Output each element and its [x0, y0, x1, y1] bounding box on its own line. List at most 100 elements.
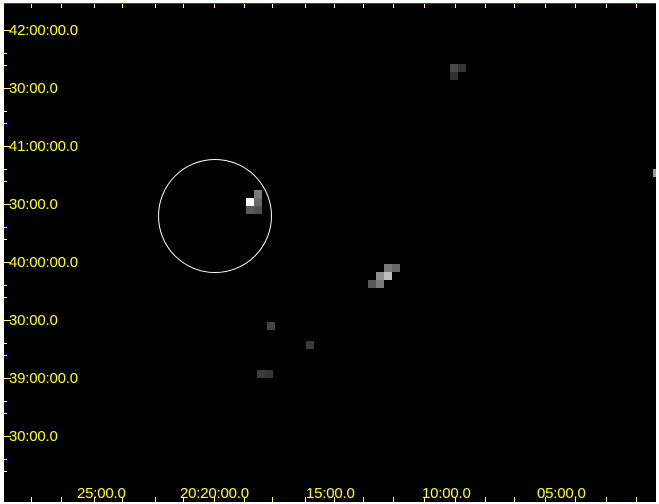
bottom-axis-tick [636, 497, 637, 502]
bottom-axis-tick [305, 497, 306, 502]
left-axis-minor-tick [4, 459, 7, 460]
top-axis-tick [31, 4, 32, 8]
left-axis-major-tick [4, 204, 11, 205]
right-ascension-label: 25:00.0 [77, 485, 126, 502]
source-pixel [376, 280, 384, 288]
top-axis-tick [214, 4, 215, 8]
top-axis-tick [305, 4, 306, 8]
declination-label: 41:00:00.0 [9, 138, 78, 155]
bottom-axis-tick [272, 497, 273, 502]
left-axis-minor-tick [4, 471, 7, 472]
top-axis-tick [485, 4, 486, 8]
top-axis-tick [393, 4, 394, 8]
left-axis-minor-tick [4, 343, 7, 344]
declination-label: 30:00.0 [9, 312, 58, 329]
top-axis-tick [575, 4, 576, 8]
left-axis-major-tick [4, 146, 11, 147]
declination-label: 39:00:00.0 [9, 370, 78, 387]
bottom-axis-tick [334, 497, 335, 502]
source-pixel [458, 64, 466, 72]
left-axis-minor-tick [4, 297, 7, 298]
source-pixel [450, 72, 458, 80]
bottom-axis-tick [575, 497, 576, 502]
top-axis-tick [244, 4, 245, 8]
top-axis-tick [636, 4, 637, 8]
source-pixel [392, 264, 400, 272]
left-axis-major-tick [4, 320, 11, 321]
bottom-axis-tick [155, 497, 156, 502]
top-axis-tick [183, 4, 184, 8]
source-pixel [376, 272, 384, 280]
top-axis-tick [424, 4, 425, 8]
right-ascension-label: 05:00.0 [537, 485, 586, 502]
right-ascension-label: 10:00.0 [422, 485, 471, 502]
top-axis-tick [545, 4, 546, 8]
region-circle[interactable] [158, 159, 272, 273]
top-axis-tick [334, 4, 335, 8]
bottom-axis-tick [122, 497, 123, 502]
left-axis-minor-tick [4, 239, 7, 240]
right-ascension-label: 20:20:00.0 [180, 485, 249, 502]
bottom-axis-tick [393, 497, 394, 502]
source-pixel [267, 322, 275, 330]
left-axis-major-tick [4, 378, 11, 379]
source-pixel [306, 341, 314, 349]
source-pixel [384, 264, 392, 272]
left-axis-minor-tick [4, 53, 7, 54]
left-axis-minor-tick [4, 413, 7, 414]
left-axis-major-tick [4, 262, 11, 263]
bottom-axis-tick [244, 497, 245, 502]
bottom-axis-tick [424, 497, 425, 502]
source-pixel [254, 190, 262, 198]
top-axis-tick [455, 4, 456, 8]
bottom-axis-tick [455, 497, 456, 502]
bottom-axis-tick [606, 497, 607, 502]
source-pixel [254, 198, 262, 206]
left-axis-major-tick [4, 30, 11, 31]
top-axis-tick [606, 4, 607, 8]
source-pixel [384, 272, 392, 280]
bottom-axis-tick [485, 497, 486, 502]
top-axis-tick [94, 4, 95, 8]
image-canvas[interactable]: 42:00:00.0 30:00.0 41:00:00.0 30:00.0 40… [4, 4, 656, 502]
source-pixel [246, 206, 254, 214]
declination-label: 30:00.0 [9, 80, 58, 97]
left-axis-minor-tick [4, 111, 7, 112]
left-axis-minor-tick [4, 65, 7, 66]
source-pixel [265, 370, 273, 378]
bottom-axis-tick [363, 497, 364, 502]
left-axis-minor-tick [4, 169, 7, 170]
top-axis-tick [514, 4, 515, 8]
declination-label: 40:00:00.0 [9, 254, 78, 271]
right-ascension-label: 15:00.0 [306, 485, 355, 502]
declination-label: 30:00.0 [9, 428, 58, 445]
left-axis-minor-tick [4, 227, 7, 228]
left-axis-minor-tick [4, 181, 7, 182]
declination-label: 30:00.0 [9, 196, 58, 213]
source-pixel [257, 370, 265, 378]
bottom-axis-tick [183, 497, 184, 502]
left-axis-minor-tick [4, 285, 7, 286]
declination-label: 42:00:00.0 [9, 22, 78, 39]
top-axis-tick [122, 4, 123, 8]
left-axis-major-tick [4, 88, 11, 89]
right-edge-marker [653, 169, 656, 177]
bottom-axis-tick [61, 497, 62, 502]
top-axis-tick [155, 4, 156, 8]
top-axis-tick [363, 4, 364, 8]
bottom-axis-tick [545, 497, 546, 502]
bottom-axis-tick [31, 497, 32, 502]
source-pixel [254, 206, 262, 214]
source-pixel [368, 280, 376, 288]
left-axis-minor-tick [4, 123, 7, 124]
bottom-axis-tick [214, 497, 215, 502]
top-axis-tick [61, 4, 62, 8]
left-axis-major-tick [4, 436, 11, 437]
left-axis-minor-tick [4, 401, 7, 402]
bottom-axis-tick [514, 497, 515, 502]
bright-source-pixel [246, 198, 254, 206]
top-axis-tick [272, 4, 273, 8]
left-axis-minor-tick [4, 355, 7, 356]
bottom-axis-tick [94, 497, 95, 502]
